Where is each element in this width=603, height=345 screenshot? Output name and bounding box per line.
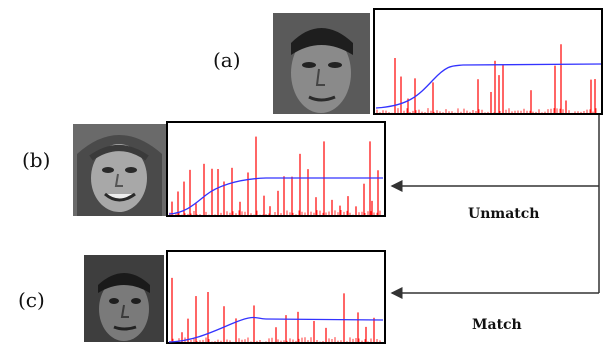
face-photo-b <box>73 124 166 216</box>
panel-label-b: (b) <box>22 148 51 172</box>
histogram-plot-c <box>166 250 386 344</box>
histogram-plot-b <box>166 121 386 217</box>
panel-label-c: (c) <box>18 288 45 312</box>
cumulative-curve-a <box>375 63 602 109</box>
panel-label-a: (a) <box>213 48 241 72</box>
histogram-plot-a <box>373 8 603 115</box>
face-photo-c <box>84 255 164 342</box>
cumulative-curve-b <box>168 177 383 215</box>
unmatch-label: Unmatch <box>468 206 540 222</box>
face-photo-a <box>273 13 370 114</box>
cumulative-curve-c <box>168 316 384 343</box>
match-label: Match <box>472 317 522 333</box>
